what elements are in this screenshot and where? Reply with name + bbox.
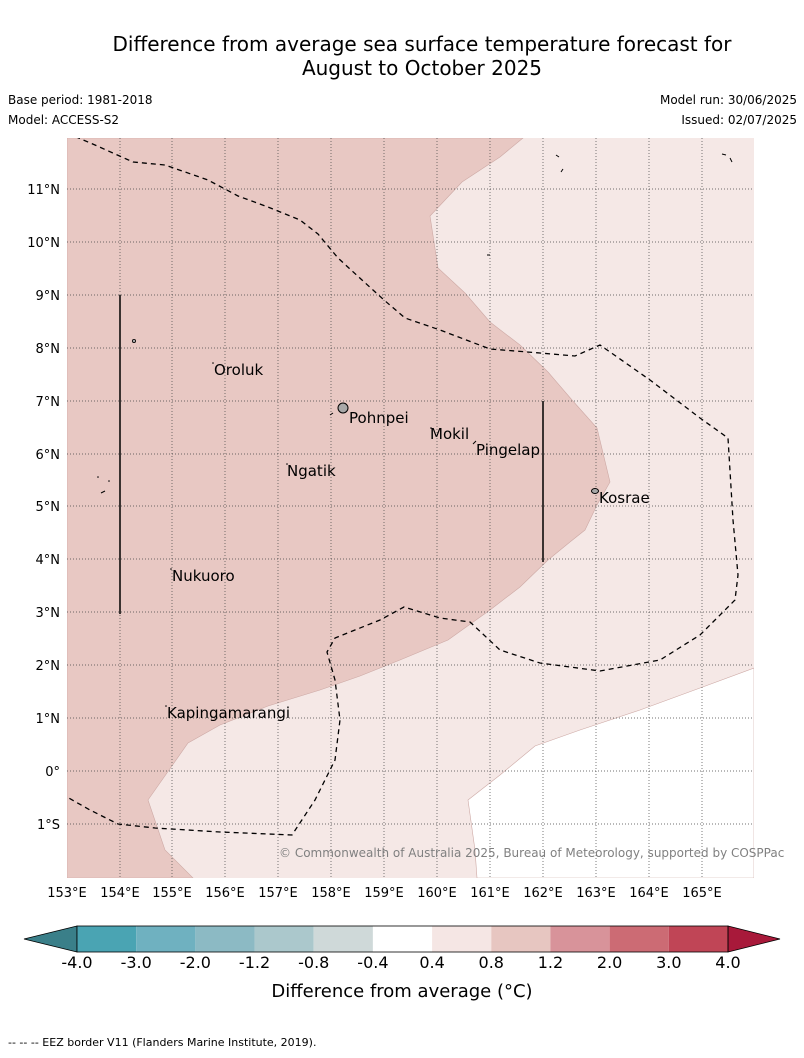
- lat-tick-label: 1°N: [36, 712, 61, 727]
- lat-tick-label: 1°S: [37, 818, 60, 833]
- title-line-2: August to October 2025: [301, 56, 543, 80]
- island-dot: [108, 480, 110, 482]
- lat-tick-label: 4°N: [36, 553, 61, 568]
- lat-tick-label: 9°N: [36, 289, 61, 304]
- color-bar-tick-label: -1.2: [239, 953, 270, 972]
- color-bar-tick-label: -2.0: [180, 953, 211, 972]
- lon-tick-label: 164°E: [629, 886, 669, 901]
- lon-tick-label: 159°E: [364, 886, 404, 901]
- color-bar-segment: [313, 926, 373, 952]
- color-bar-segment: [195, 926, 255, 952]
- island-dot: [555, 154, 560, 158]
- place-label-pingelap: Pingelap: [476, 441, 540, 459]
- color-bar: [23, 925, 781, 953]
- anomaly-0.8-1.2-region: [67, 138, 611, 878]
- color-bar-tick-label: 3.0: [656, 953, 681, 972]
- color-bar-segment: [668, 926, 728, 952]
- place-label-kosrae: Kosrae: [599, 489, 650, 507]
- color-bar-frame: [76, 925, 729, 953]
- lon-tick-label: 161°E: [470, 886, 510, 901]
- color-bar-segment: [254, 926, 314, 952]
- mokil-atoll: [430, 427, 432, 429]
- lon-tick-label: 155°E: [152, 886, 192, 901]
- title-line-1: Difference from average sea surface temp…: [112, 32, 732, 56]
- place-label-pohnpei: Pohnpei: [349, 409, 409, 427]
- color-bar-tick-label: 4.0: [715, 953, 740, 972]
- color-bar-tick-label: 0.4: [419, 953, 444, 972]
- lon-tick-label: 153°E: [47, 886, 87, 901]
- model-name: Model: ACCESS-S2: [8, 113, 120, 127]
- island-dot: [131, 338, 136, 343]
- anomaly-near-average-region: [467, 667, 754, 878]
- color-bar-extend-low: [23, 925, 78, 953]
- lon-tick-label: 165°E: [682, 886, 722, 901]
- color-bar-tick-label: 1.2: [538, 953, 563, 972]
- color-bar-segment: [550, 926, 610, 952]
- lon-tick-label: 162°E: [523, 886, 563, 901]
- lat-tick-label: 5°N: [36, 500, 61, 515]
- nukuoro-atoll: [170, 568, 172, 570]
- lat-tick-label: 8°N: [36, 342, 61, 357]
- lat-tick-label: 6°N: [36, 448, 61, 463]
- place-label-nukuoro: Nukuoro: [172, 567, 235, 585]
- chart-title: Difference from average sea surface temp…: [0, 32, 804, 80]
- pohnpei-island: [337, 402, 349, 414]
- graticule: [67, 138, 754, 878]
- base-period: Base period: 1981-2018: [8, 93, 153, 107]
- lon-tick-label: 158°E: [311, 886, 351, 901]
- color-bar-tick-label: 0.8: [479, 953, 504, 972]
- color-bar-title: Difference from average (°C): [271, 981, 532, 1002]
- lon-tick-label: 154°E: [100, 886, 140, 901]
- island-dot: [560, 168, 564, 173]
- island-dot: [100, 490, 106, 494]
- map-area: Oroluk Pohnpei Mokil Pingelap Ngatik Kos…: [67, 138, 754, 878]
- copyright-note: © Commonwealth of Australia 2025, Bureau…: [279, 846, 784, 860]
- lon-tick-label: 156°E: [205, 886, 245, 901]
- island-dot: [97, 476, 99, 478]
- color-bar-segment: [372, 926, 433, 952]
- color-bar-segment: [491, 926, 551, 952]
- color-bar-tick-label: -0.4: [357, 953, 388, 972]
- lon-tick-label: 157°E: [258, 886, 298, 901]
- eez-border: [67, 138, 739, 836]
- island-dot: [721, 153, 727, 156]
- model-run: Model run: 30/06/2025: [659, 93, 797, 107]
- lat-tick-label: 7°N: [36, 395, 61, 410]
- color-bar-tick-label: -3.0: [121, 953, 152, 972]
- lat-tick-label: 2°N: [36, 659, 61, 674]
- color-bar-tick-label: -0.8: [298, 953, 329, 972]
- color-bar-segment: [136, 926, 196, 952]
- island-dot: [329, 412, 334, 416]
- lon-tick-label: 163°E: [576, 886, 616, 901]
- color-bar-segment: [609, 926, 669, 952]
- place-label-kapingamarangi: Kapingamarangi: [167, 704, 290, 722]
- lat-tick-label: 3°N: [36, 606, 61, 621]
- color-bar-tick-label: 2.0: [597, 953, 622, 972]
- color-bar-extend-high: [727, 925, 781, 953]
- lon-tick-label: 160°E: [417, 886, 457, 901]
- oroluk-atoll: [212, 362, 214, 364]
- ngatik-atoll: [286, 463, 288, 465]
- lat-tick-label: 10°N: [27, 236, 60, 251]
- place-label-mokil: Mokil: [430, 425, 469, 443]
- lat-tick-label: 0°: [45, 765, 60, 780]
- kapingamarangi-atoll: [165, 705, 167, 707]
- island-dot: [729, 157, 733, 163]
- color-bar-segment: [432, 926, 492, 952]
- color-bar-labels: -4.0 -3.0 -2.0 -1.2 -0.8 -0.4 0.4 0.8 1.2 2.0 3.0 4…: [61, 953, 740, 972]
- kosrae-island: [591, 488, 599, 494]
- pingelap-atoll: [472, 440, 477, 445]
- place-label-ngatik: Ngatik: [287, 462, 336, 480]
- color-bar-segment: [77, 926, 137, 952]
- eez-footnote: -- -- -- EEZ border V11 (Flanders Marine…: [8, 1036, 317, 1049]
- lat-tick-label: 11°N: [27, 183, 60, 198]
- color-bar-tick-label: -4.0: [61, 953, 92, 972]
- issued-date: Issued: 02/07/2025: [681, 113, 797, 127]
- place-label-oroluk: Oroluk: [214, 361, 263, 379]
